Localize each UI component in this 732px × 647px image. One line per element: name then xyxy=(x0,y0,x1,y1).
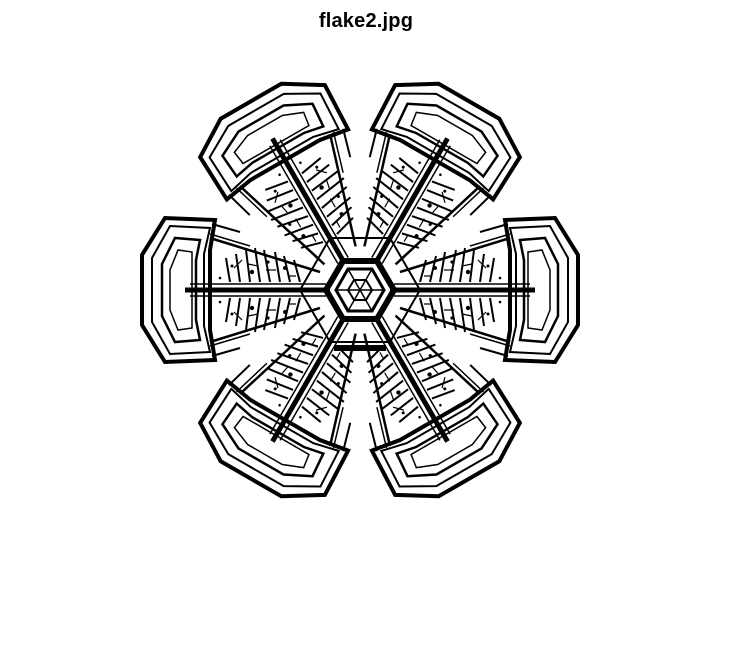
snowflake-image xyxy=(140,70,580,510)
snowflake-core xyxy=(298,237,422,351)
snowflake-edge-map xyxy=(140,70,580,510)
figure-title: flake2.jpg xyxy=(318,10,414,32)
